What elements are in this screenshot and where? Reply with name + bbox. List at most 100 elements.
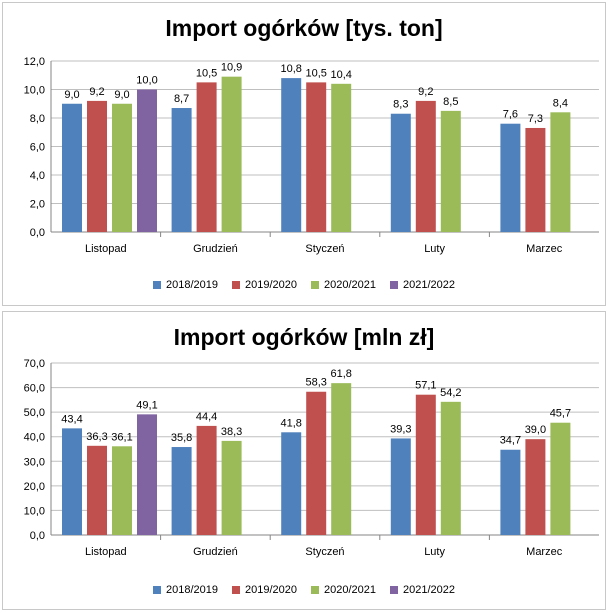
data-label: 9,2 [418,86,433,98]
x-category-label: Luty [424,546,445,558]
y-tick-label: 60,0 [24,383,45,395]
bar [171,108,192,232]
legend-label: 2019/2020 [245,584,297,596]
data-label: 10,9 [221,62,242,74]
y-tick-label: 40,0 [24,432,45,444]
bar [331,83,352,232]
chart-panel-tonnes: Import ogórków [tys. ton] 0,0 2,0 4,0 6,0 8,… [2,2,606,306]
data-label: 34,7 [500,435,521,447]
bar [390,113,411,232]
data-label: 10,5 [305,67,326,79]
bar [137,414,157,535]
legend-swatch [153,586,161,594]
data-label: 38,3 [221,426,242,438]
bar [196,82,217,232]
bar [171,447,192,535]
bar-chart-tonnes: 0,0 2,0 4,0 6,0 8,0 10,0 12,0 Listopad 9,0 9,2 9,0… [24,56,599,255]
bar [500,449,521,535]
y-tick-label: 50,0 [24,407,45,419]
data-label: 7,3 [528,113,543,125]
y-tick-label: 6,0 [30,142,45,154]
bar [112,103,132,232]
data-label: 10,5 [196,67,217,79]
bar [196,425,217,535]
x-category-label: Listopad [85,546,127,558]
bar [415,100,436,233]
bar [62,103,82,232]
data-label: 9,0 [64,89,79,101]
legend-label: 2020/2021 [324,279,376,291]
data-label: 7,6 [503,109,518,121]
legend-item: 2021/2022 [390,584,455,596]
y-tick-label: 12,0 [24,56,45,68]
data-label: 45,7 [550,408,571,420]
y-tick-label: 4,0 [30,170,45,182]
bar [221,76,242,232]
legend-swatch [311,281,319,289]
data-label: 8,5 [443,96,458,108]
x-category-label: Luty [424,243,445,255]
bar [440,401,461,535]
bar [306,82,327,232]
y-tick-label: 30,0 [24,456,45,468]
legend-item: 2018/2019 [153,279,218,291]
data-label: 9,0 [114,89,129,101]
legend-swatch [232,586,240,594]
data-label: 36,1 [111,431,132,443]
chart-legend: 2018/2019 2019/2020 2020/2021 2021/2022 [3,584,605,596]
data-label: 61,8 [330,368,351,380]
data-label: 39,0 [525,424,546,436]
data-label: 10,4 [330,69,351,81]
data-label: 57,1 [415,380,436,392]
data-label: 54,2 [440,387,461,399]
y-tick-label: 20,0 [24,481,45,493]
y-tick-label: 8,0 [30,113,45,125]
x-category-label: Styczeń [305,546,344,558]
data-label: 10,0 [136,75,157,87]
legend-item: 2019/2020 [232,584,297,596]
bar-chart-value: 0,0 10,0 20,0 30,0 40,0 50,0 60,0 70,0 Listopad 4… [24,358,599,558]
y-tick-label: 2,0 [30,199,45,211]
bar [281,78,302,232]
data-label: 8,7 [174,93,189,105]
legend-swatch [232,281,240,289]
bar [137,89,157,232]
legend-label: 2020/2021 [324,584,376,596]
data-label: 41,8 [280,417,301,429]
bar [306,391,327,535]
x-category-label: Marzec [526,546,563,558]
bar [331,383,352,535]
legend-item: 2021/2022 [390,279,455,291]
bar [525,127,546,232]
legend-label: 2021/2022 [403,584,455,596]
chart-title: Import ogórków [tys. ton] [165,15,443,41]
y-tick-label: 10,0 [24,85,45,97]
legend-label: 2021/2022 [403,279,455,291]
legend-swatch [390,281,398,289]
data-label: 8,4 [553,97,568,109]
legend-item: 2020/2021 [311,584,376,596]
bar [87,100,107,233]
x-category-label: Grudzień [193,243,238,255]
legend-swatch [311,586,319,594]
y-tick-label: 0,0 [30,227,45,239]
data-label: 36,3 [86,431,107,443]
bar [415,394,436,535]
data-label: 9,2 [89,86,104,98]
bar [500,123,521,232]
data-label: 35,8 [171,432,192,444]
y-tick-label: 10,0 [24,505,45,517]
bar [440,110,461,232]
data-label: 39,3 [390,423,411,435]
data-label: 10,8 [280,63,301,75]
bar [525,439,546,535]
y-tick-label: 0,0 [30,530,45,542]
data-label: 58,3 [305,377,326,389]
chart-title: Import ogórków [mln zł] [173,324,435,350]
bar [550,112,571,232]
legend-item: 2018/2019 [153,584,218,596]
y-tick-label: 70,0 [24,358,45,370]
bar [221,440,242,535]
legend-label: 2018/2019 [166,279,218,291]
legend-label: 2019/2020 [245,279,297,291]
